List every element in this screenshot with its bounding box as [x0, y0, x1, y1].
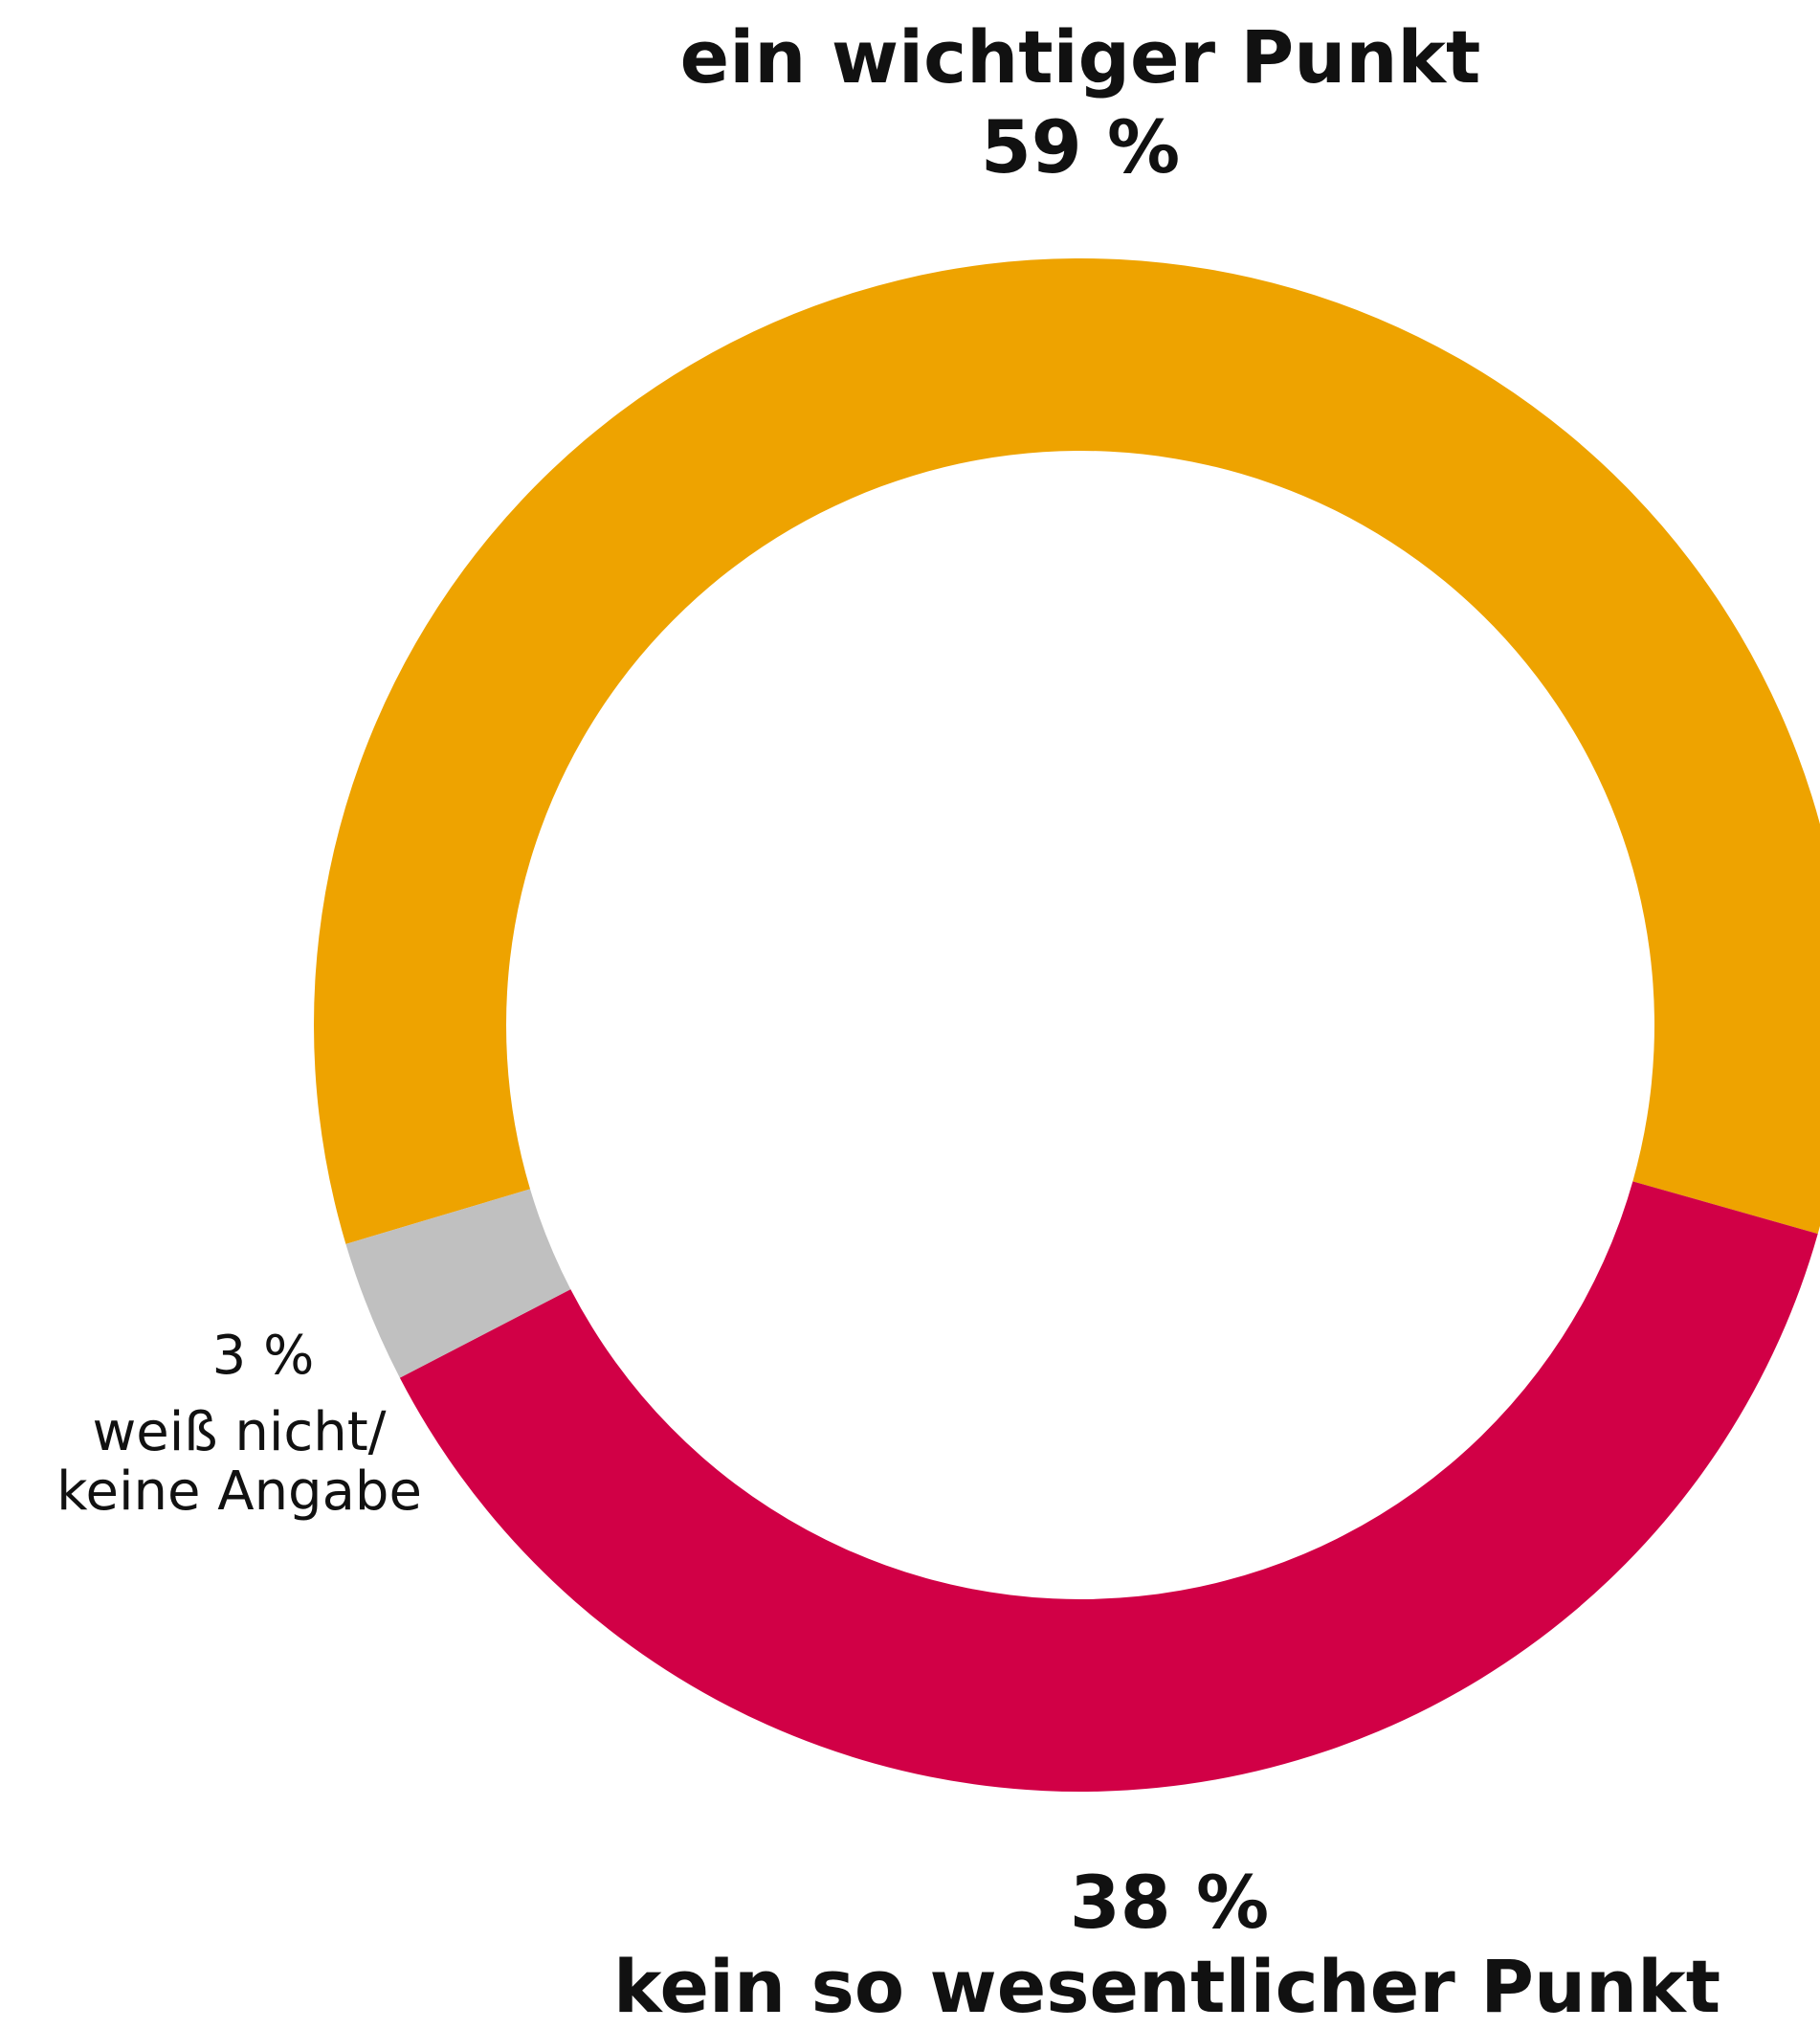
label-value: 3 %: [211, 1325, 315, 1387]
donut-segment: [399, 1181, 1818, 1792]
label-name: ein wichtiger Punkt: [679, 14, 1481, 100]
label-value: 59 %: [980, 104, 1181, 190]
label-name: weiß nicht/ keine Angabe: [56, 1401, 422, 1523]
label-name: kein so wesentlicher Punkt: [612, 1944, 1721, 2029]
donut-segment: [345, 1189, 571, 1378]
label-value: 38 %: [1069, 1860, 1270, 1945]
donut-segment: [314, 258, 1820, 1244]
